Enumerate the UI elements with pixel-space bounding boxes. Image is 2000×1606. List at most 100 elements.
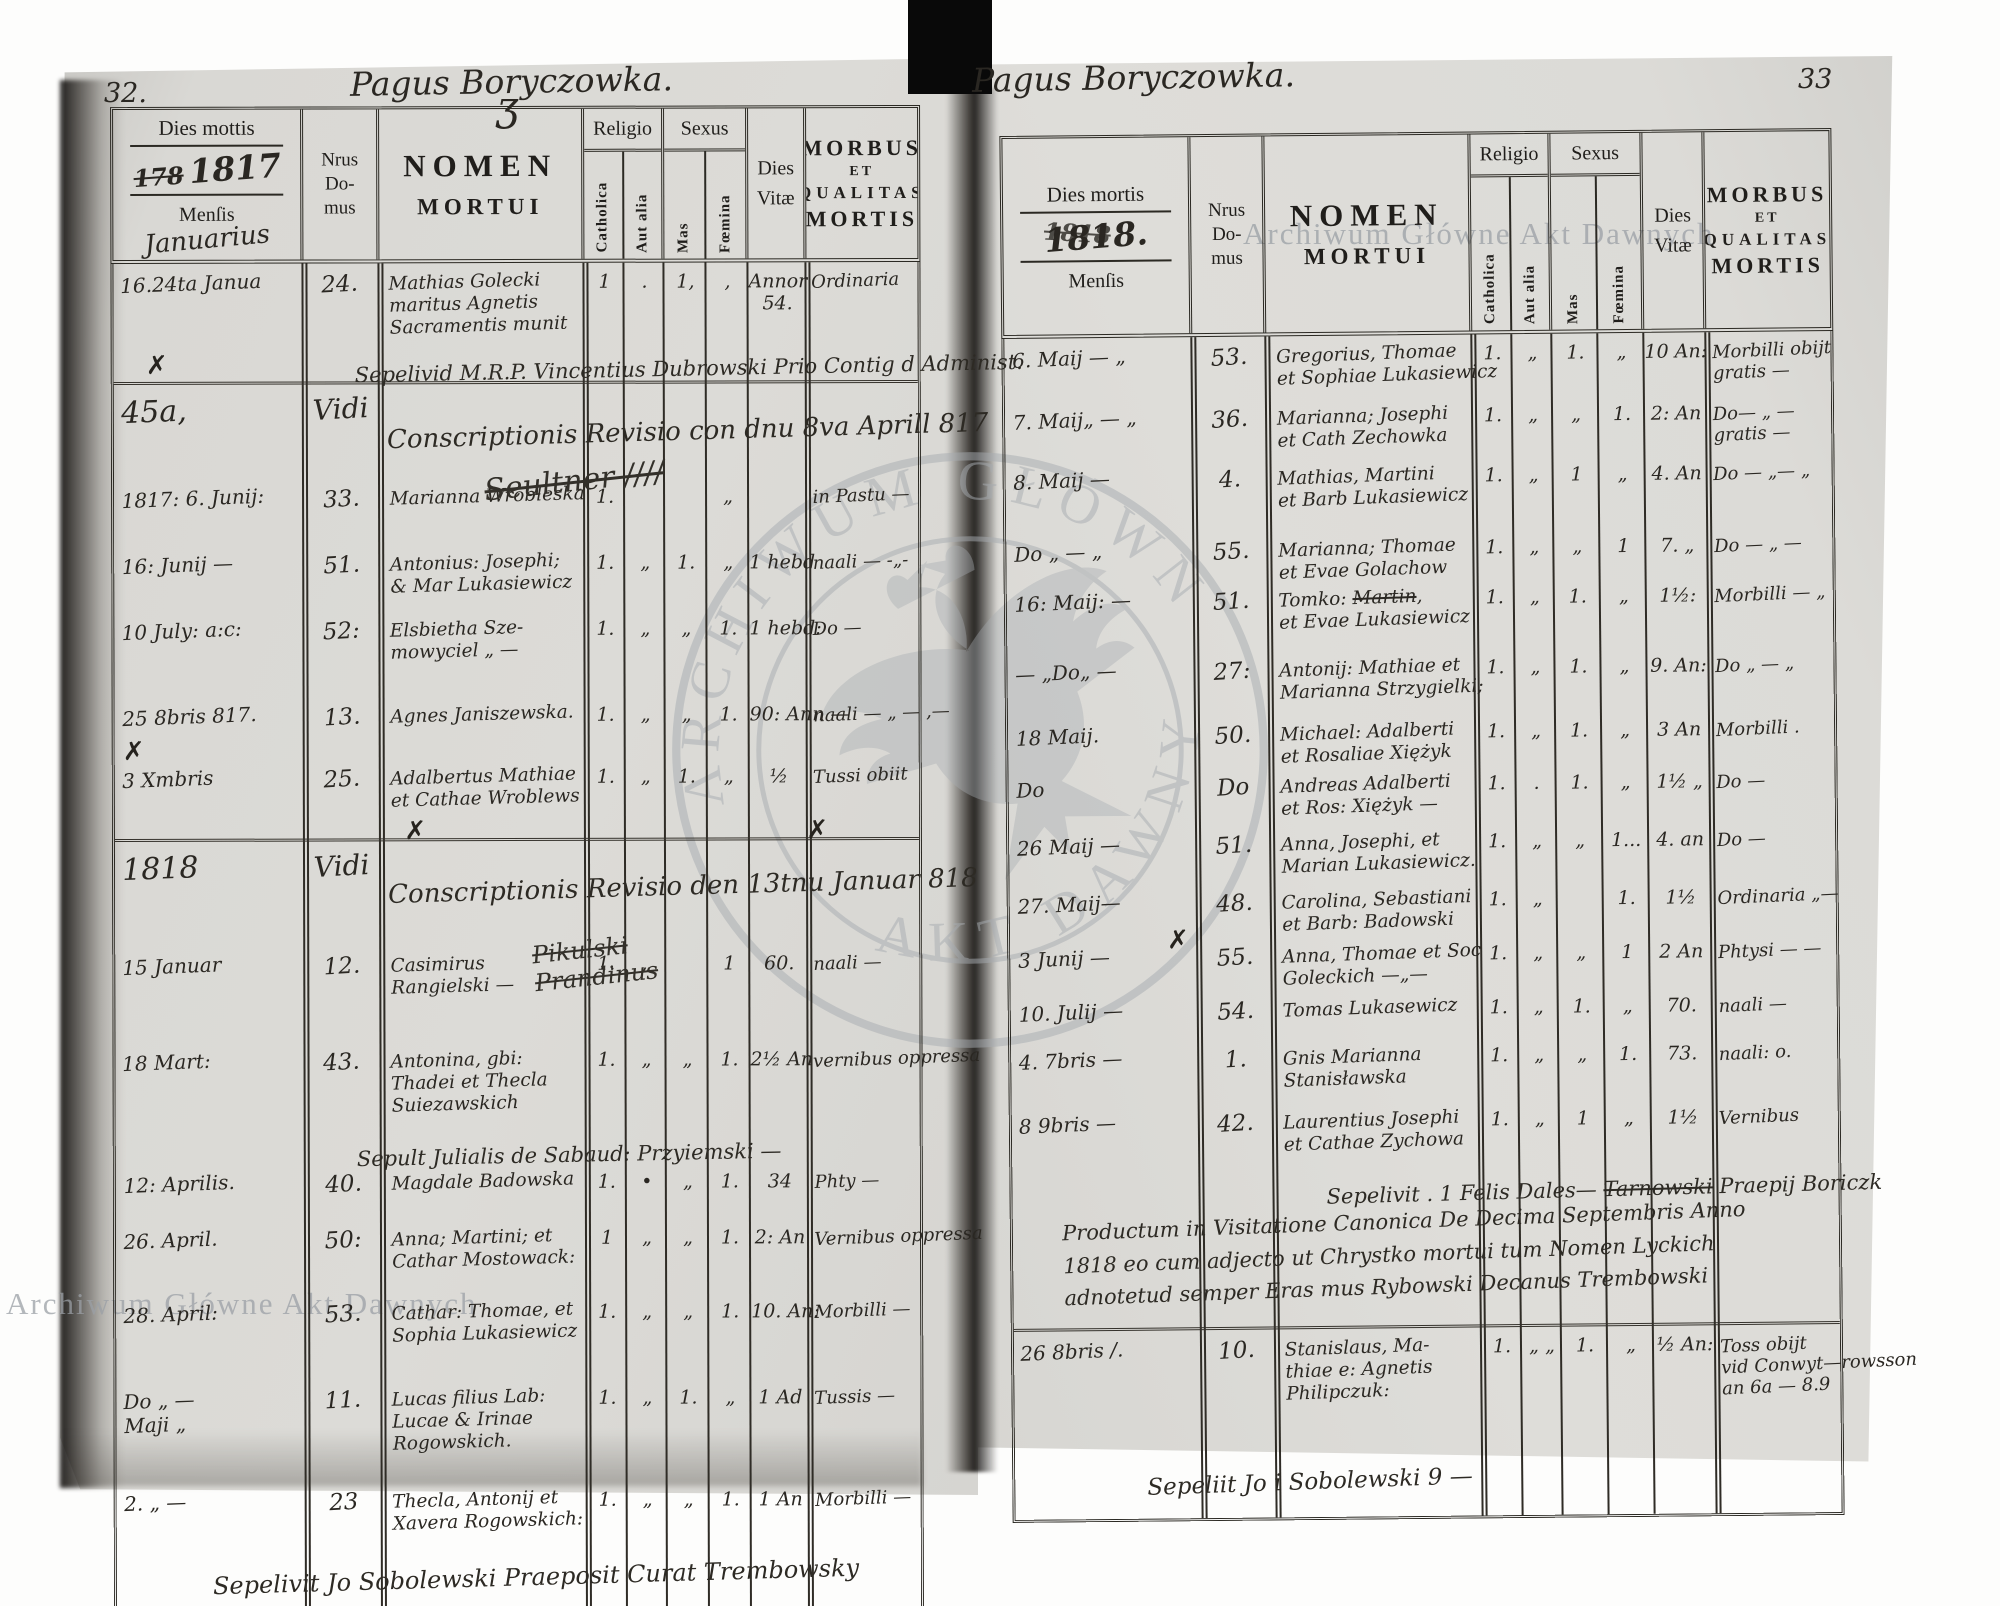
cell-cath: 1. [598, 1300, 617, 1323]
black-binding-tab [908, 0, 992, 94]
mensis-label: Menſis [1068, 269, 1125, 292]
cell-mas: 1 [1570, 463, 1583, 486]
cell-vitae: 10 An: [1644, 340, 1708, 363]
cell-morbus: Do „ — „ [1714, 652, 1795, 678]
cell-nrus: 53. [324, 1300, 363, 1329]
cell-morbus: naali: o. [1718, 1040, 1792, 1066]
cell-foem: „ [1622, 994, 1633, 1018]
cell-morbus: in Pastu — [812, 483, 910, 508]
cell-nrus: Vidi [312, 847, 371, 884]
cell-date: 4. 7bris — [1018, 1046, 1123, 1075]
cell-morbus: Do — „— „ [1712, 459, 1811, 486]
cell-date: 26. April. [122, 1226, 218, 1255]
header-sexus: Sexus Mas Fœmina [1550, 132, 1645, 330]
register-table-right: Dies mortis 1818 1818. Menſis Nrus Do-mus… [999, 128, 1917, 1523]
cell-date: 26 8bris /. [1019, 1337, 1124, 1366]
cell-nomen: Gnis Marianna Stanisławska [1282, 1043, 1422, 1092]
header-morbus: MORBUS ET QUALITAS MORTIS [806, 134, 918, 231]
cell-morbus: Ordinaria „— [1716, 882, 1839, 910]
cell-mas [1558, 879, 1605, 933]
cell-vitae: 2: An [754, 1226, 806, 1249]
cell-cath: 1. [596, 703, 615, 726]
cell-mas: „ [1575, 829, 1586, 852]
cell-foem: „ [1619, 655, 1630, 678]
cell-vitae: 10. An: [751, 1300, 820, 1323]
register-row: Do „ — „ 55. Marianna; Thomae et Evae Golac… [1006, 525, 1832, 583]
dies-mortis-label: Dies mottis [158, 115, 255, 140]
cell-vitae: 73. [1666, 1042, 1698, 1065]
cell-foem: „ [1617, 463, 1628, 486]
cell-nomen: Elsbietha Sze-mowyciel „ — [389, 616, 524, 664]
cell-date: 18 Maij. [1015, 723, 1100, 751]
cell-aut: „ [1532, 829, 1543, 852]
cell-aut: „ [642, 1300, 653, 1323]
cell-vitae: 34 [767, 1170, 792, 1193]
cell-morbus: Do — [1715, 769, 1766, 794]
page-bottom-shadow [62, 1430, 922, 1486]
col-label-aut-alia: Aut alia [634, 193, 651, 253]
cell-date: 3 Junij — [1017, 944, 1111, 973]
cell-morbus: Morbilli — [813, 1298, 911, 1323]
cell-nrus: 51. [322, 551, 361, 580]
register-row: 15 Januar 12. Casimirus Rangielski —1. „ 1 60.… [115, 931, 919, 1042]
cell-cath: 1. [598, 1386, 617, 1409]
col-label-foemina: Fœmina [717, 193, 734, 253]
year-handwritten: 178 1817 [132, 145, 282, 193]
cell-nrus: 42. [1216, 1109, 1255, 1138]
cell-aut: „ [640, 703, 651, 726]
cell-nomen: Lucas filius Lab: Lucae & Irinae Rogowskic… [391, 1385, 546, 1455]
cell-morbus: Do — „ — [1713, 532, 1803, 558]
cell-mas [666, 944, 708, 1040]
cell-vitae: 1½ [1665, 886, 1697, 909]
cell-nomen: Mathias, Martini et Barb Lukasiewicz [1276, 463, 1469, 512]
archive-watermark-top-right: Archiwum Główne Akt Dawnych [1243, 216, 1715, 251]
cell-foem: 1. [721, 1488, 740, 1511]
header-religio: Religio Catholica Aut alia [1470, 133, 1553, 331]
cell-foem: „ [725, 1386, 736, 1409]
cell-nrus: 51. [1212, 587, 1251, 616]
register-row: Sepeliit Jo i Sobolewski 9 — [1015, 1463, 1841, 1520]
cell-vitae: 3 An [1656, 718, 1702, 741]
cell-morbus: Tussis — [813, 1384, 896, 1409]
cell-vitae: 60. [764, 952, 795, 975]
cell-cath: 1. [1486, 720, 1506, 743]
header-dies-vitae: Dies Vitæ [1642, 132, 1707, 329]
header-sexus: Sexus Mas Fœmina [664, 108, 749, 259]
register-row: 3 Xmbris 25. Adalbertus Mathiae et Cathae W… [114, 737, 919, 846]
cell-mas: „ [683, 1488, 694, 1511]
cell-vitae: 2 An [1659, 940, 1704, 963]
cell-foem: 1 [1621, 940, 1634, 964]
register-row: 8 9bris —42. Laurentius Josephi et Cathae … [1012, 1097, 1882, 1209]
header-nrus-domus: Nrus Do-mus [303, 109, 380, 260]
cell-mas: 1. [1575, 1334, 1595, 1357]
page-number-right: 33 [1798, 64, 1833, 95]
table-header-left: Dies mottis 178 1817 Menſis Januarius Nru… [110, 104, 921, 265]
header-dies-mortis: Dies mottis 178 1817 Menſis Januarius [113, 109, 304, 261]
cell-foem: 1 [1617, 534, 1630, 558]
cell-date: 10 July: a:c: [121, 616, 243, 646]
cell-mas: 1. [1569, 719, 1589, 742]
cell-aut: „ [640, 765, 651, 788]
cell-morbus: naali — [1718, 993, 1788, 1018]
cell-morbus: naali — [812, 951, 882, 975]
cell-nrus: 55. [1212, 537, 1251, 566]
cell-foem: „ [1620, 718, 1631, 742]
register-row: 18 Mart: 43. Antonina, gbi: Thadei et Thecl… [115, 1040, 981, 1171]
cell-nomen: Antonius: Josephi; & Mar Lukasiewicz [389, 549, 573, 598]
cell-date: 45a, [120, 393, 188, 432]
register-row: Productum in Visitatione Canonica De Dec… [1012, 1197, 1840, 1332]
cell-vitae: 4. an [1656, 828, 1705, 851]
cell-foem: „ [723, 485, 734, 508]
cell-morbus: Morbilli — [814, 1486, 912, 1511]
cell-aut: „ [1529, 535, 1540, 558]
cell-vitae: 9. An: [1650, 654, 1707, 677]
cell-foem: 1. [719, 617, 738, 640]
cell-mas: 1. [1566, 341, 1585, 364]
cell-vitae: 70. [1666, 994, 1697, 1017]
year-handwritten: 1818 1818. [1042, 212, 1149, 260]
cell-mas [665, 478, 707, 544]
cell-nrus: 53. [1209, 343, 1249, 372]
cell-date: 1817: 6. Junij: [121, 483, 265, 514]
cell-cath: 1. [1484, 464, 1503, 487]
dies-mortis-label: Dies mortis [1046, 181, 1145, 207]
